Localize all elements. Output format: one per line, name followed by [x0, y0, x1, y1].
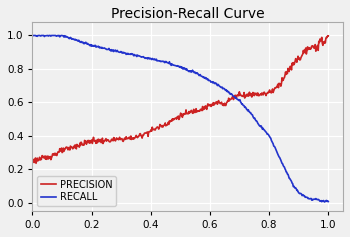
RECALL: [273, 146, 277, 149]
Title: Precision-Recall Curve: Precision-Recall Curve: [111, 7, 265, 21]
RECALL: [173, 64, 177, 67]
PRECISION: [207, 104, 211, 107]
PRECISION: [191, 112, 195, 115]
RECALL: [171, 63, 175, 66]
RECALL: [190, 69, 195, 72]
PRECISION: [172, 117, 176, 120]
RECALL: [206, 79, 211, 82]
PRECISION: [30, 161, 35, 164]
RECALL: [30, 34, 35, 37]
RECALL: [326, 200, 330, 203]
RECALL: [319, 199, 323, 202]
PRECISION: [173, 117, 177, 120]
RECALL: [323, 201, 327, 203]
PRECISION: [326, 34, 330, 37]
PRECISION: [320, 36, 324, 39]
PRECISION: [273, 87, 278, 89]
Legend: PRECISION, RECALL: PRECISION, RECALL: [37, 176, 116, 206]
PRECISION: [34, 162, 38, 165]
Line: PRECISION: PRECISION: [33, 36, 328, 163]
PRECISION: [326, 34, 330, 37]
Line: RECALL: RECALL: [33, 36, 328, 202]
